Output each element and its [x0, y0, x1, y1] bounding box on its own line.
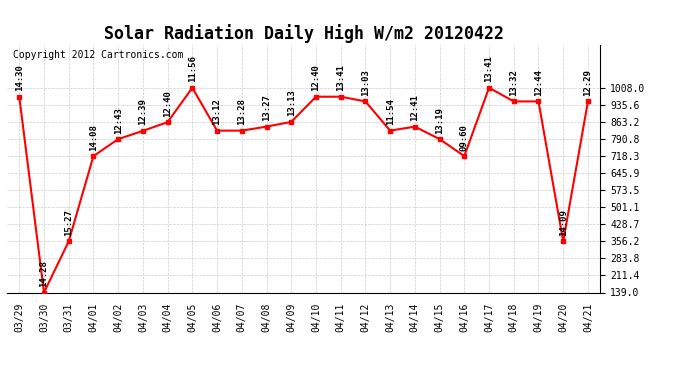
Text: 15:27: 15:27	[64, 209, 73, 236]
Text: 14:30: 14:30	[14, 64, 23, 91]
Text: 13:32: 13:32	[509, 69, 518, 96]
Text: 14:28: 14:28	[39, 260, 48, 287]
Text: 12:39: 12:39	[139, 98, 148, 125]
Text: 12:29: 12:29	[584, 69, 593, 96]
Text: 12:43: 12:43	[114, 106, 123, 134]
Text: 12:40: 12:40	[311, 64, 320, 91]
Text: 09:60: 09:60	[460, 124, 469, 150]
Text: 12:40: 12:40	[163, 90, 172, 117]
Text: 12:44: 12:44	[534, 69, 543, 96]
Text: 13:41: 13:41	[484, 56, 493, 82]
Text: 14:09: 14:09	[559, 209, 568, 236]
Text: 13:27: 13:27	[262, 94, 271, 121]
Text: 13:12: 13:12	[213, 98, 221, 125]
Text: 14:08: 14:08	[89, 124, 98, 150]
Text: 13:41: 13:41	[336, 64, 345, 91]
Text: 13:19: 13:19	[435, 106, 444, 134]
Title: Solar Radiation Daily High W/m2 20120422: Solar Radiation Daily High W/m2 20120422	[104, 24, 504, 44]
Text: 11:54: 11:54	[386, 98, 395, 125]
Text: 13:13: 13:13	[287, 90, 296, 116]
Text: 13:03: 13:03	[361, 69, 370, 96]
Text: 13:28: 13:28	[237, 98, 246, 125]
Text: Copyright 2012 Cartronics.com: Copyright 2012 Cartronics.com	[13, 50, 184, 60]
Text: 12:41: 12:41	[411, 94, 420, 121]
Text: 11:56: 11:56	[188, 56, 197, 82]
